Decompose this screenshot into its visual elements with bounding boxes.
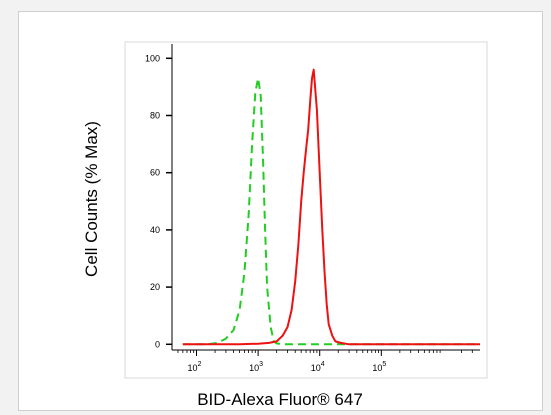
y-tick-label: 60	[150, 168, 160, 178]
control-histogram-line	[182, 77, 480, 346]
axis-layer: 0 20 40 60 80 100 102 103 104 105	[145, 44, 480, 373]
x-tick-label: 105	[372, 361, 386, 373]
x-axis-label: BID-Alexa Fluor® 647	[197, 390, 363, 409]
y-tick-label: 80	[150, 110, 160, 120]
y-tick-label: 0	[155, 339, 160, 349]
y-tick-label: 100	[145, 53, 160, 63]
x-tick-label: 103	[249, 361, 263, 373]
y-tick-label: 20	[150, 282, 160, 292]
series-layer	[182, 68, 480, 346]
plot-background	[124, 41, 488, 379]
y-tick-label: 40	[150, 225, 160, 235]
x-tick-label: 104	[311, 361, 325, 373]
x-tick-label: 102	[188, 361, 202, 373]
y-axis-label: Cell Counts (% Max)	[82, 121, 101, 277]
stained-histogram-line	[182, 68, 480, 346]
